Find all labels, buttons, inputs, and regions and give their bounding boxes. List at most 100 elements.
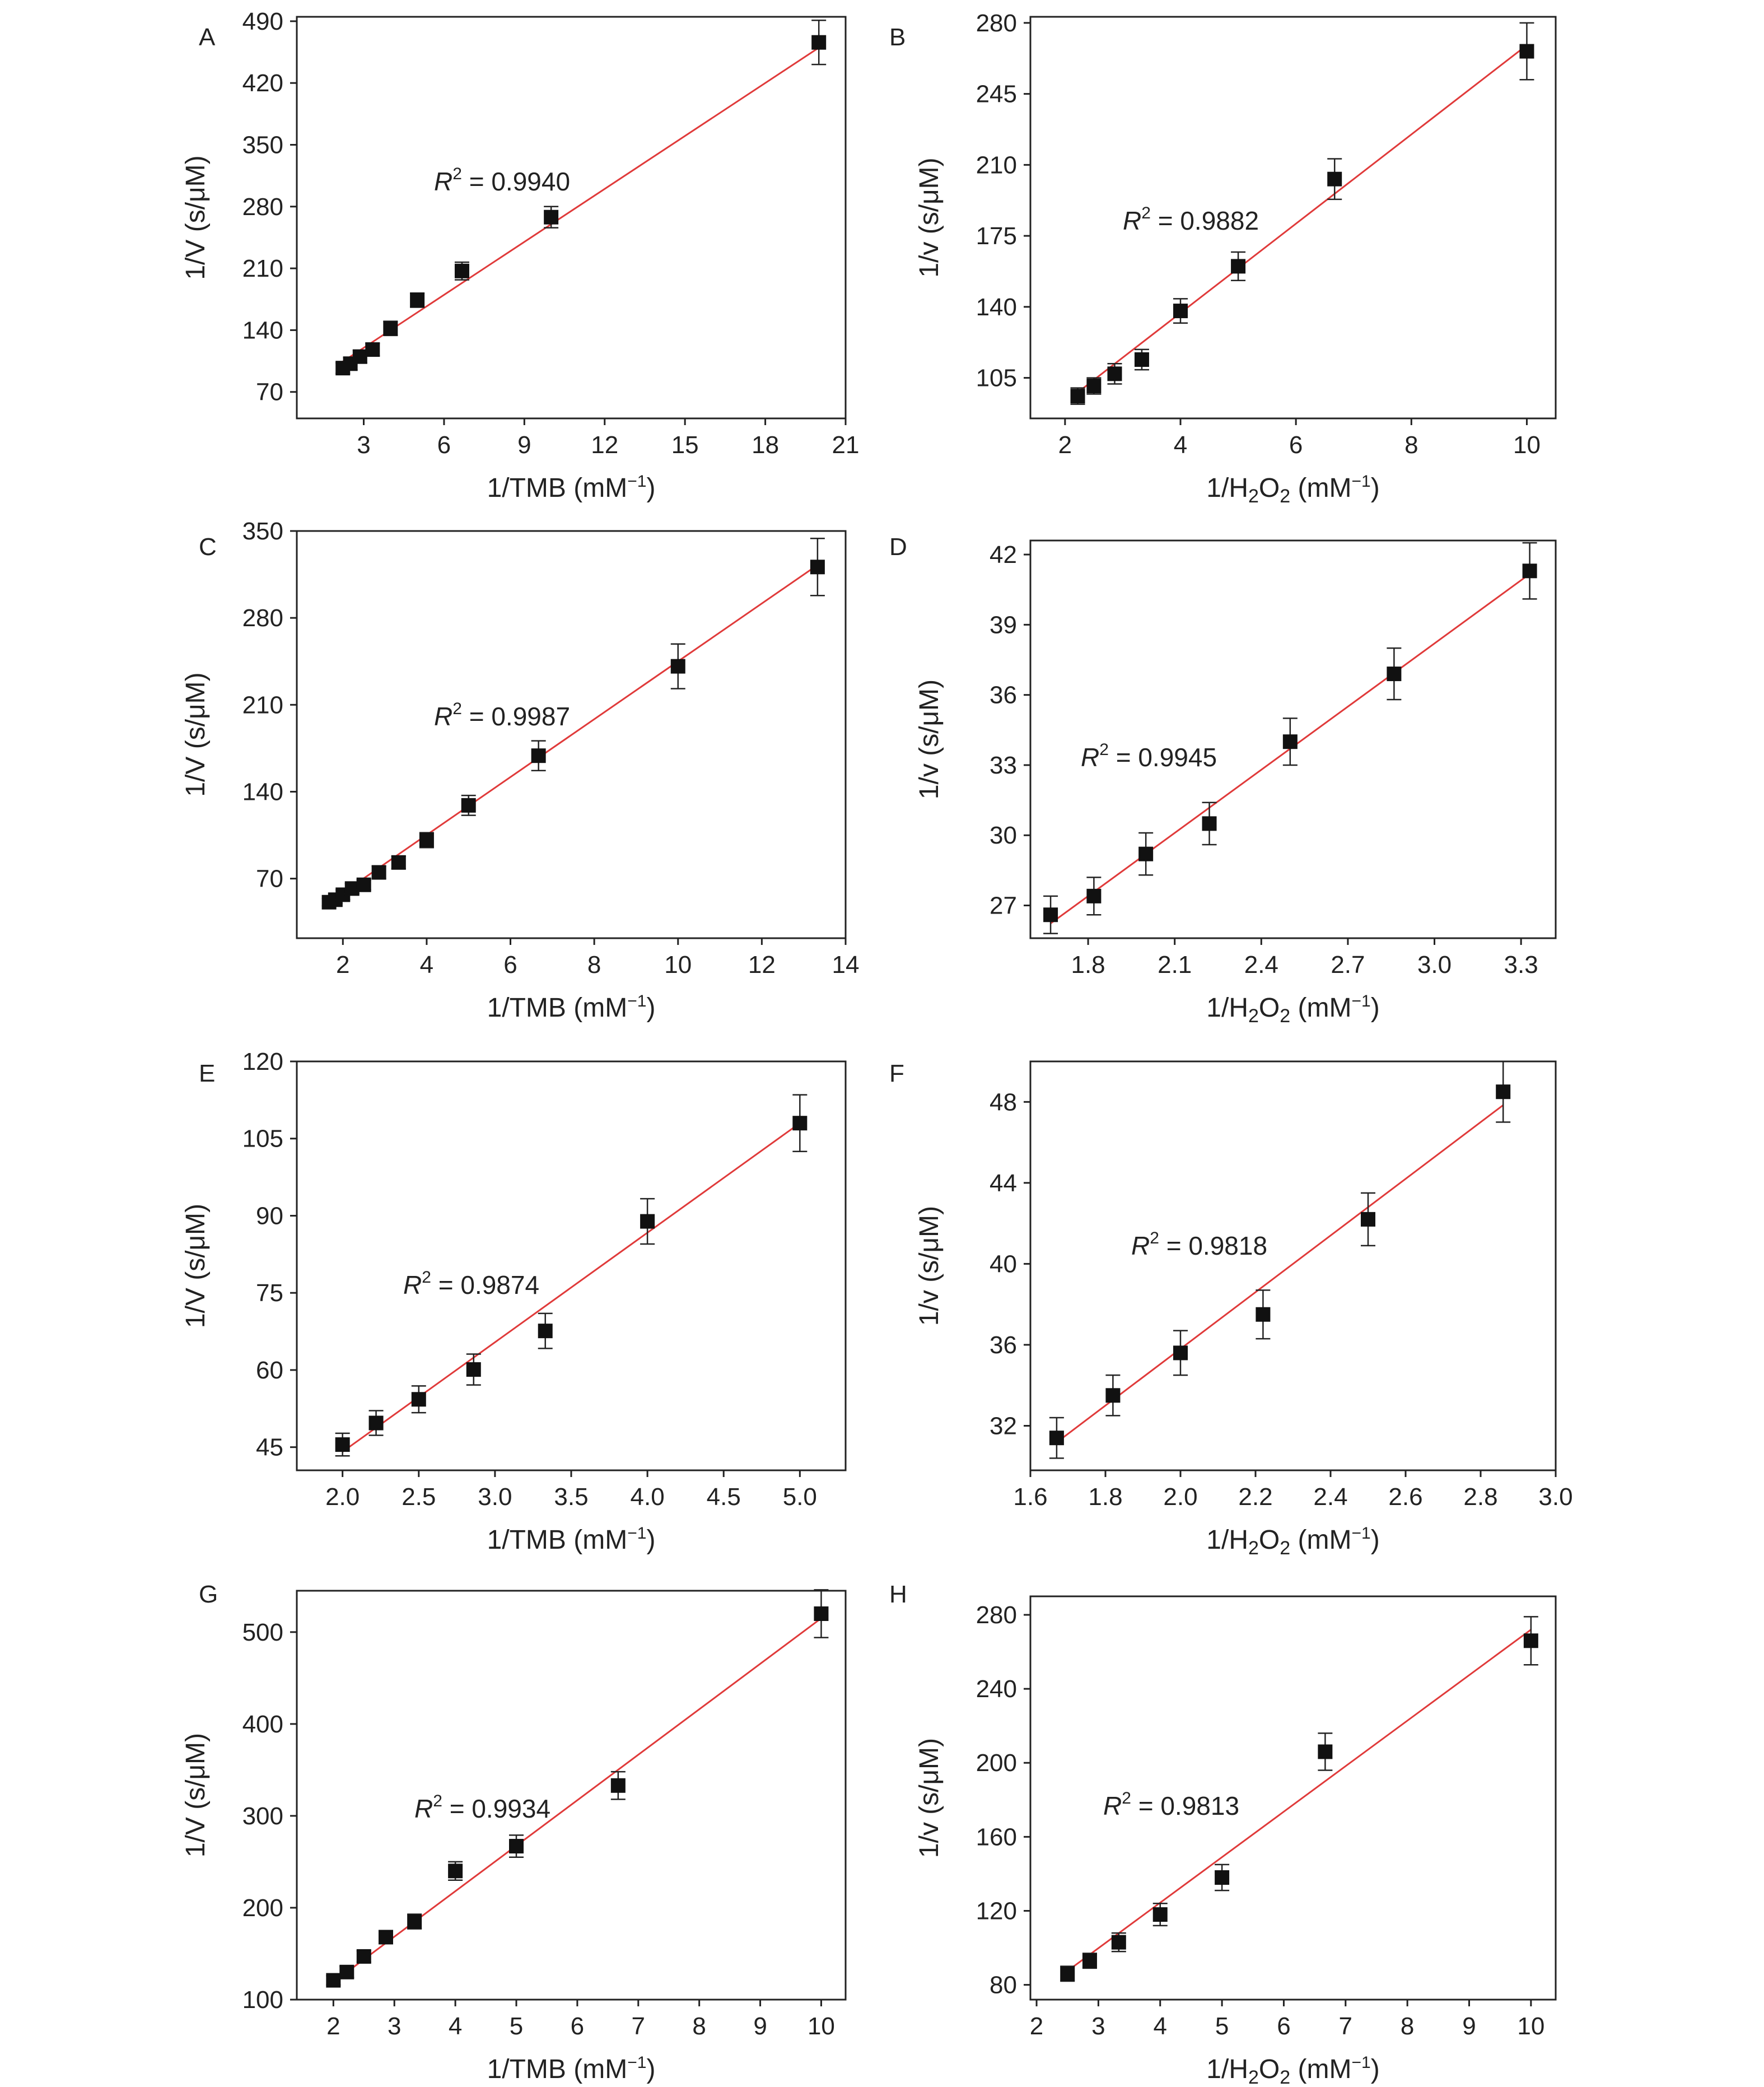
panel-e-plot-frame <box>296 1060 847 1471</box>
panel-a-x-tick-label: 12 <box>591 431 618 459</box>
panel-d-y-tick-label: 33 <box>990 752 1017 779</box>
panel-a-y-tick-label: 420 <box>242 69 283 97</box>
panel-g-x-tick-label: 2 <box>326 2013 340 2040</box>
panel-d-data-point <box>1282 734 1298 749</box>
panel-b-plot-frame <box>1029 16 1557 420</box>
panel-e-y-tick-label: 75 <box>256 1279 283 1307</box>
panel-a-fit-line <box>342 46 820 362</box>
panel-h-x-tick-label: 3 <box>1091 2013 1105 2040</box>
panel-e-x-tick-label: 4.0 <box>631 1483 665 1511</box>
panel-f-data-point <box>1256 1307 1271 1322</box>
panel-d-data-point <box>1387 667 1402 682</box>
panel-a-x-tick-label: 9 <box>517 431 531 459</box>
panel-b-fit-line <box>1077 44 1528 393</box>
panel-b-data-point <box>1070 389 1085 404</box>
panel-g-x-tick-label: 10 <box>808 2013 835 2040</box>
panel-b-x-tick-label: 8 <box>1404 431 1418 459</box>
panel-c-data-point <box>391 855 406 870</box>
panel-f-data-point <box>1361 1212 1375 1227</box>
panel-d-x-tick-label: 1.8 <box>1071 951 1105 979</box>
panel-h-x-tick-label: 7 <box>1339 2013 1352 2040</box>
panel-c-letter: C <box>199 533 217 561</box>
panel-e-data-point <box>466 1362 481 1377</box>
panel-g-data-point <box>407 1914 422 1929</box>
panel-c-data-point <box>531 748 546 763</box>
panel-c-data-point <box>356 877 371 892</box>
panel-c-x-tick-label: 2 <box>336 951 349 979</box>
panel-h-x-tick-label: 8 <box>1401 2013 1414 2040</box>
panel-a-r2-annotation: R2 = 0.9940 <box>434 165 570 196</box>
panel-c-x-tick-label: 10 <box>664 951 692 979</box>
panel-a-x-axis-title: 1/TMB (mM−1) <box>487 472 656 503</box>
panel-b-x-tick-label: 4 <box>1174 431 1187 459</box>
panel-d-plot-frame <box>1029 539 1557 939</box>
panel-a-letter: A <box>199 24 216 51</box>
panel-a-y-axis-title: 1/V (s/μM) <box>181 155 211 279</box>
panel-f-letter: F <box>889 1060 904 1087</box>
panel-g-y-tick-label: 500 <box>242 1619 283 1646</box>
panel-c-y-tick-label: 280 <box>242 604 283 632</box>
panel-e-x-tick-label: 3.0 <box>478 1483 512 1511</box>
panel-g-x-tick-label: 8 <box>692 2013 706 2040</box>
panel-h-data-point <box>1215 1870 1230 1885</box>
panel-h-x-tick-label: 10 <box>1517 2013 1544 2040</box>
panel-f-x-tick-label: 1.8 <box>1088 1483 1122 1511</box>
panel-d-letter: D <box>889 533 907 561</box>
panel-d-data-point <box>1086 888 1102 903</box>
panel-b-x-tick-label: 2 <box>1058 431 1072 459</box>
panel-c-data-point <box>461 798 476 813</box>
panel-h-data-point <box>1111 1935 1126 1950</box>
panel-d-r2-annotation: R2 = 0.9945 <box>1081 740 1217 772</box>
panel-e-x-axis-title: 1/TMB (mM−1) <box>487 1524 656 1555</box>
panel-f-x-tick-label: 2.0 <box>1163 1483 1197 1511</box>
panel-e-x-tick-label: 5.0 <box>783 1483 817 1511</box>
panel-g-x-tick-label: 5 <box>510 2013 523 2040</box>
panel-e-data-point <box>640 1214 655 1229</box>
panel-c-x-axis-title: 1/TMB (mM−1) <box>487 992 656 1023</box>
panel-c-y-tick-label: 140 <box>242 778 283 805</box>
panel-e-data-point <box>368 1415 384 1431</box>
panel-c-x-tick-label: 12 <box>748 951 776 979</box>
panel-a-data-point <box>410 292 425 308</box>
panel-g-fit-line <box>333 1618 822 1983</box>
panel-h-data-point <box>1082 1953 1097 1968</box>
panel-h-x-tick-label: 4 <box>1153 2013 1166 2040</box>
panel-d-x-tick-label: 3.3 <box>1504 951 1538 979</box>
panel-e-x-tick-label: 2.0 <box>325 1483 360 1511</box>
panel-b-data-point <box>1107 366 1122 381</box>
panel-c-y-tick-label: 210 <box>242 691 283 719</box>
panel-e: E 2.0 2.5 3.0 3.5 4.0 4.5 5.0 45 60 75 90 105 120 1/TM… <box>181 1048 847 1555</box>
panel-d-y-tick-label: 27 <box>990 892 1017 920</box>
panel-a-x-tick-label: 18 <box>752 431 779 459</box>
panel-e-y-tick-label: 60 <box>256 1357 283 1384</box>
panel-h: H 2 3 4 5 6 7 8 9 10 80 120 160 200 240 280 1/H2O2 (mM−1… <box>889 1581 1557 2087</box>
panel-a-y-tick-label: 280 <box>242 193 283 221</box>
panel-g-data-point <box>509 1839 524 1854</box>
panel-a-data-point <box>544 209 559 225</box>
panel-d-x-tick-label: 2.7 <box>1331 951 1365 979</box>
panel-e-x-tick-label: 2.5 <box>402 1483 436 1511</box>
panel-f-y-axis-title: 1/v (s/μM) <box>914 1206 944 1326</box>
panel-g-x-axis-title: 1/TMB (mM−1) <box>487 2053 656 2084</box>
panel-c-x-tick-label: 6 <box>503 951 517 979</box>
panel-h-x-tick-label: 2 <box>1030 2013 1043 2040</box>
panel-e-letter: E <box>199 1060 215 1087</box>
panel-h-y-tick-label: 160 <box>976 1823 1017 1851</box>
panel-e-y-axis-title: 1/V (s/μM) <box>181 1204 211 1328</box>
panel-f-x-tick-label: 2.2 <box>1238 1483 1272 1511</box>
panel-c-data-point <box>670 659 685 674</box>
panel-g-y-axis-title: 1/V (s/μM) <box>181 1733 211 1857</box>
panel-a-x-tick-label: 6 <box>437 431 451 459</box>
panel-a-y-tick-label: 140 <box>242 316 283 344</box>
panel-g-y-tick-label: 300 <box>242 1802 283 1830</box>
panel-g-x-tick-label: 7 <box>632 2013 645 2040</box>
panel-g-data-point <box>356 1949 371 1964</box>
panel-a-y-tick-label: 70 <box>256 379 283 406</box>
panel-c-y-axis-title: 1/V (s/μM) <box>181 672 211 796</box>
panel-h-r2-annotation: R2 = 0.9813 <box>1103 1789 1239 1820</box>
panel-g-x-tick-label: 3 <box>388 2013 401 2040</box>
panel-h-x-tick-label: 5 <box>1215 2013 1229 2040</box>
panel-b-letter: B <box>889 24 906 51</box>
panel-b-y-tick-label: 105 <box>976 365 1017 392</box>
panel-b-data-point <box>1086 379 1102 394</box>
